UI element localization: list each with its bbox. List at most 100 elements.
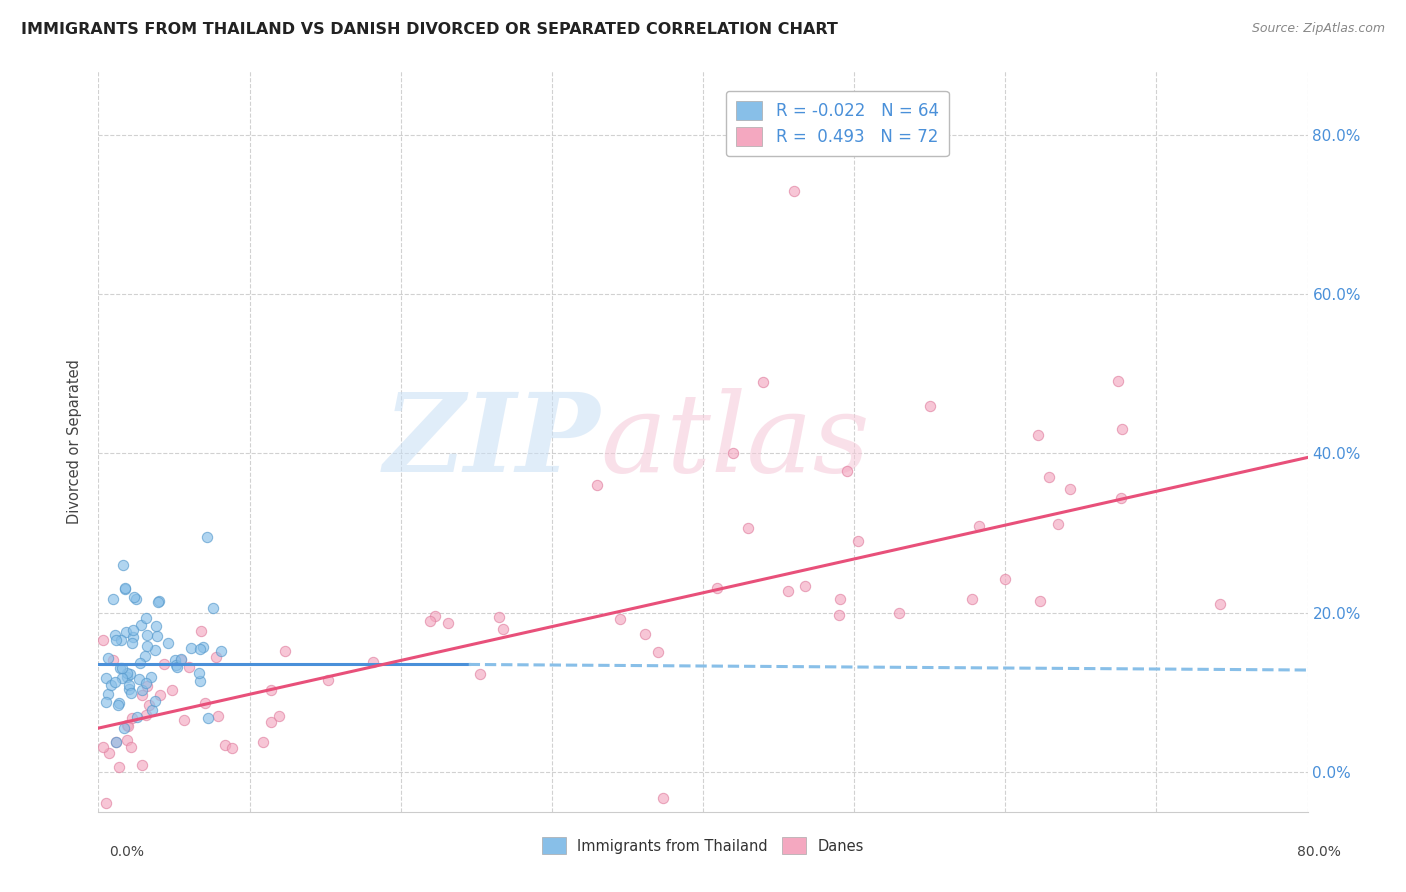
Point — [723, 446, 745, 460]
Point — [1111, 491, 1133, 506]
Point — [586, 478, 609, 492]
Point — [114, 582, 136, 597]
Point — [205, 650, 228, 665]
Point — [141, 703, 163, 717]
Point — [146, 629, 169, 643]
Point — [1038, 470, 1060, 484]
Point — [101, 591, 124, 606]
Point — [778, 584, 800, 599]
Point — [633, 627, 655, 641]
Point — [124, 591, 146, 605]
Point — [94, 695, 117, 709]
Text: Source: ZipAtlas.com: Source: ZipAtlas.com — [1251, 22, 1385, 36]
Point — [117, 719, 139, 733]
Point — [114, 581, 136, 595]
Point — [129, 657, 152, 671]
Point — [115, 665, 138, 680]
Point — [101, 653, 124, 667]
Point — [180, 641, 202, 656]
Point — [166, 660, 188, 674]
Point — [188, 674, 211, 689]
Point — [274, 644, 297, 658]
Point — [221, 741, 243, 756]
Point — [136, 679, 159, 693]
Point — [173, 713, 195, 727]
Point — [260, 683, 283, 698]
Point — [887, 606, 910, 620]
Point — [153, 657, 176, 672]
Point — [1107, 374, 1129, 388]
Point — [1209, 597, 1232, 611]
Point — [488, 609, 510, 624]
Text: 0.0%: 0.0% — [110, 845, 143, 859]
Point — [737, 521, 759, 535]
Point — [131, 757, 153, 772]
Point — [129, 618, 152, 632]
Point — [269, 708, 291, 723]
Point — [191, 640, 214, 655]
Point — [118, 682, 141, 697]
Point — [104, 628, 127, 642]
Point — [104, 735, 127, 749]
Point — [793, 579, 815, 593]
Point — [647, 645, 669, 659]
Point — [139, 670, 162, 684]
Point — [136, 628, 159, 642]
Point — [201, 600, 224, 615]
Point — [837, 464, 859, 478]
Point — [752, 375, 775, 389]
Point — [107, 759, 129, 773]
Point — [135, 639, 157, 653]
Point — [125, 591, 148, 606]
Point — [252, 734, 274, 748]
Text: atlas: atlas — [600, 388, 870, 495]
Legend: Immigrants from Thailand, Danes: Immigrants from Thailand, Danes — [536, 831, 870, 860]
Point — [828, 591, 851, 606]
Point — [170, 651, 193, 665]
Point — [967, 519, 990, 533]
Point — [994, 572, 1017, 586]
Point — [156, 636, 179, 650]
Point — [121, 711, 143, 725]
Point — [120, 686, 142, 700]
Text: 80.0%: 80.0% — [1296, 845, 1341, 859]
Point — [187, 666, 209, 681]
Point — [110, 633, 132, 648]
Point — [121, 630, 143, 644]
Point — [100, 678, 122, 692]
Point — [111, 558, 134, 573]
Point — [960, 592, 983, 607]
Point — [148, 594, 170, 608]
Point — [195, 530, 218, 544]
Point — [127, 709, 149, 723]
Point — [128, 673, 150, 687]
Point — [419, 614, 441, 628]
Point — [165, 657, 187, 672]
Point — [190, 624, 212, 638]
Point — [105, 632, 128, 647]
Point — [134, 649, 156, 664]
Point — [828, 607, 851, 622]
Point — [146, 595, 169, 609]
Point — [706, 581, 728, 595]
Point — [118, 677, 141, 691]
Point — [135, 676, 157, 690]
Point — [120, 739, 142, 754]
Point — [104, 735, 127, 749]
Point — [652, 791, 675, 805]
Point — [91, 739, 114, 754]
Point — [316, 673, 339, 687]
Point — [609, 612, 631, 626]
Point — [131, 683, 153, 698]
Point — [98, 747, 121, 761]
Point — [111, 661, 134, 675]
Point — [160, 683, 183, 698]
Point — [110, 671, 132, 685]
Point — [260, 714, 283, 729]
Point — [491, 622, 513, 636]
Point — [214, 739, 236, 753]
Point — [107, 698, 129, 712]
Point — [436, 615, 458, 630]
Point — [170, 653, 193, 667]
Point — [1046, 516, 1069, 531]
